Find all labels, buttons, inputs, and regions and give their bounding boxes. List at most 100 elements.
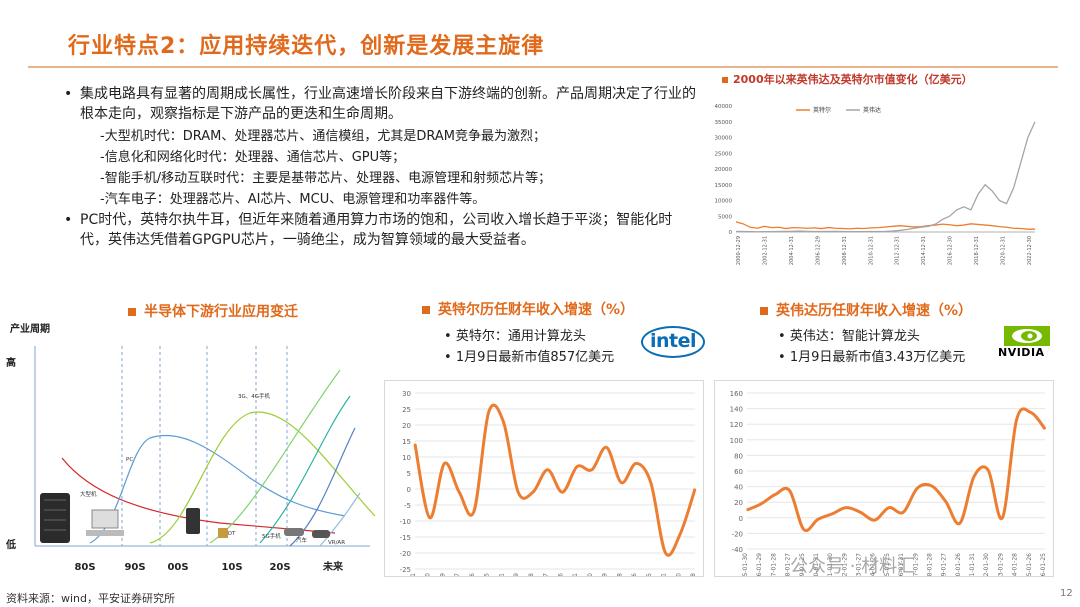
series-line-1 <box>735 121 1036 233</box>
y-tick-label: 100 <box>730 437 743 445</box>
y-tick-label: 20 <box>402 422 411 430</box>
x-tick-label: 2011-01-30 <box>827 553 834 577</box>
y-tick-label: 80 <box>734 452 743 460</box>
curve-label: VR/AR <box>328 540 345 546</box>
intel-panel-title: 英特尔历任财年收入增速（%） <box>422 299 634 319</box>
data-point <box>635 462 637 465</box>
data-point <box>1044 428 1046 430</box>
curve-iot <box>209 369 341 544</box>
x-tick-label: 2006-12-30 <box>425 573 432 577</box>
data-point <box>591 469 593 471</box>
x-tick-label: 2005-12-31 <box>410 573 417 577</box>
x-tick-label: 2021-01-31 <box>969 553 976 577</box>
nvidia-bullet-1: • 英伟达：智能计算龙头 <box>778 329 920 344</box>
x-tick-label: 2011-12-31 <box>498 573 505 577</box>
x-tick-label: 2005-01-30 <box>742 553 749 577</box>
data-point <box>428 517 431 519</box>
x-tick-label: 2016-12-30 <box>948 236 954 265</box>
data-point <box>973 475 975 478</box>
intel-growth-chart: 30 25 20 15 10 5 0 -5 -10 -15 -20 -252005-12-31 2006… <box>384 380 704 577</box>
y-tick-label: -20 <box>732 530 743 538</box>
nvidia-panel-title: 英伟达历任财年收入增速（%） <box>760 300 972 320</box>
data-point <box>788 489 791 492</box>
nvidia-bullet-2-text: 1月9日最新市值3.43万亿美元 <box>789 350 966 365</box>
x-tick-label: 2016-01-31 <box>898 553 905 577</box>
title-divider <box>28 66 1058 68</box>
data-point <box>576 465 578 468</box>
x-tick-label: 2025-01-26 <box>1026 553 1033 577</box>
y-tick-label: 40000 <box>715 104 733 110</box>
x-tick-label: 2020-12-26 <box>631 573 638 577</box>
data-point <box>443 462 446 465</box>
curve-mobile <box>149 411 376 544</box>
nvidia-bullet-2: • 1月9日最新市值3.43万亿美元 <box>778 350 966 365</box>
data-point <box>679 533 682 535</box>
curve-label: 汽车 <box>296 536 308 544</box>
watermark: 公众号 · 材料汇 <box>790 552 915 578</box>
x-tick-label: 2009-01-25 <box>799 553 806 577</box>
data-point <box>774 493 777 496</box>
y-axis-low: 低 <box>5 538 16 551</box>
data-point <box>664 552 667 554</box>
x-tick-label: 2014-01-26 <box>870 553 877 577</box>
y-tick-label: 30 <box>402 390 411 398</box>
data-point <box>532 491 534 493</box>
nvidia-panel-title-text: 英伟达历任财年收入增速（%） <box>776 303 973 319</box>
y-tick-label: -20 <box>400 550 411 558</box>
watermark-text: 公众号 · 材料汇 <box>790 556 916 577</box>
series-line <box>413 403 697 557</box>
x-tick-label: 2018-01-28 <box>926 553 933 577</box>
bullet-2: PC时代，英特尔执牛耳，但近年来随着通用算力市场的饱和，公司收入增长趋于平淡；智… <box>60 210 700 250</box>
nvidia-eye-icon <box>1004 326 1050 346</box>
market-cap-title: 2000年以来英伟达及英特尔市值变化（亿美元） <box>722 73 1052 86</box>
y-tick-label: 20 <box>734 499 743 507</box>
x-tick-label: 2008-01-27 <box>785 553 792 577</box>
y-tick-label: -15 <box>400 534 411 542</box>
sub-item-4: -汽车电子：处理器芯片、AI芯片、MCU、电源管理和功率器件等。 <box>100 192 486 207</box>
y-tick-label: 15 <box>402 438 411 446</box>
pc-keyboard-icon <box>86 530 124 536</box>
curve-label: 3G、4G手机 <box>238 392 271 400</box>
curve-label: 5G手机 <box>262 532 281 540</box>
x-tick-label: 2012-01-29 <box>841 553 848 577</box>
x-tick-label: 2015-12-26 <box>557 573 564 577</box>
x-tick-label: 2017-12-30 <box>587 573 594 577</box>
y-tick-label: 160 <box>730 390 743 398</box>
legend-label: 英特尔 <box>813 106 831 114</box>
nvidia-logo-text: NVIDIA <box>998 346 1045 359</box>
x-tick-label: 2000-12-29 <box>736 236 742 265</box>
y-tick-label: 10 <box>402 454 411 462</box>
bullet-square-icon <box>760 307 768 315</box>
x-tick-label: 2018-12-29 <box>602 573 609 577</box>
data-point <box>930 485 933 487</box>
x-tick-label: 2016-12-31 <box>572 573 579 577</box>
data-point <box>502 421 505 423</box>
y-tick-label: 0 <box>729 230 733 236</box>
x-tick-label: 2022-01-30 <box>983 553 990 577</box>
y-tick-label: 35000 <box>715 120 733 126</box>
x-tick-label: 2009-12-26 <box>469 573 476 577</box>
y-tick-label: 5 <box>407 470 411 478</box>
vr-headset-icon <box>312 530 330 538</box>
data-point <box>473 510 475 513</box>
y-tick-label: 15000 <box>715 183 733 189</box>
x-tick-label: 2014-12-27 <box>543 573 550 577</box>
era-label: 未来 <box>322 560 344 573</box>
intel-bullets: • 英特尔：通用计算龙头 • 1月9日最新市值857亿美元 <box>444 326 614 368</box>
x-tick-label: 2013-12-28 <box>528 573 535 577</box>
data-point <box>561 491 564 493</box>
intel-logo: intel <box>641 326 705 358</box>
data-point <box>959 522 961 525</box>
x-tick-label: 2018-12-31 <box>974 236 980 265</box>
x-tick-label: 2006-12-29 <box>815 236 821 265</box>
page-title: 行业特点2：应用持续迭代，创新是发展主旋律 <box>68 34 545 59</box>
data-point <box>902 511 904 514</box>
x-tick-label: 2010-12-31 <box>868 236 874 265</box>
x-tick-label: 2023-12-30 <box>675 573 682 577</box>
x-tick-label: 2019-12-28 <box>616 573 623 577</box>
semiconductor-panel-title-text: 半导体下游行业应用变迁 <box>144 304 298 320</box>
sub-item-1: -大型机时代：DRAM、处理器芯片、通信模组，尤其是DRAM竞争最为激烈； <box>100 129 546 144</box>
bullet-square-icon <box>128 308 136 316</box>
